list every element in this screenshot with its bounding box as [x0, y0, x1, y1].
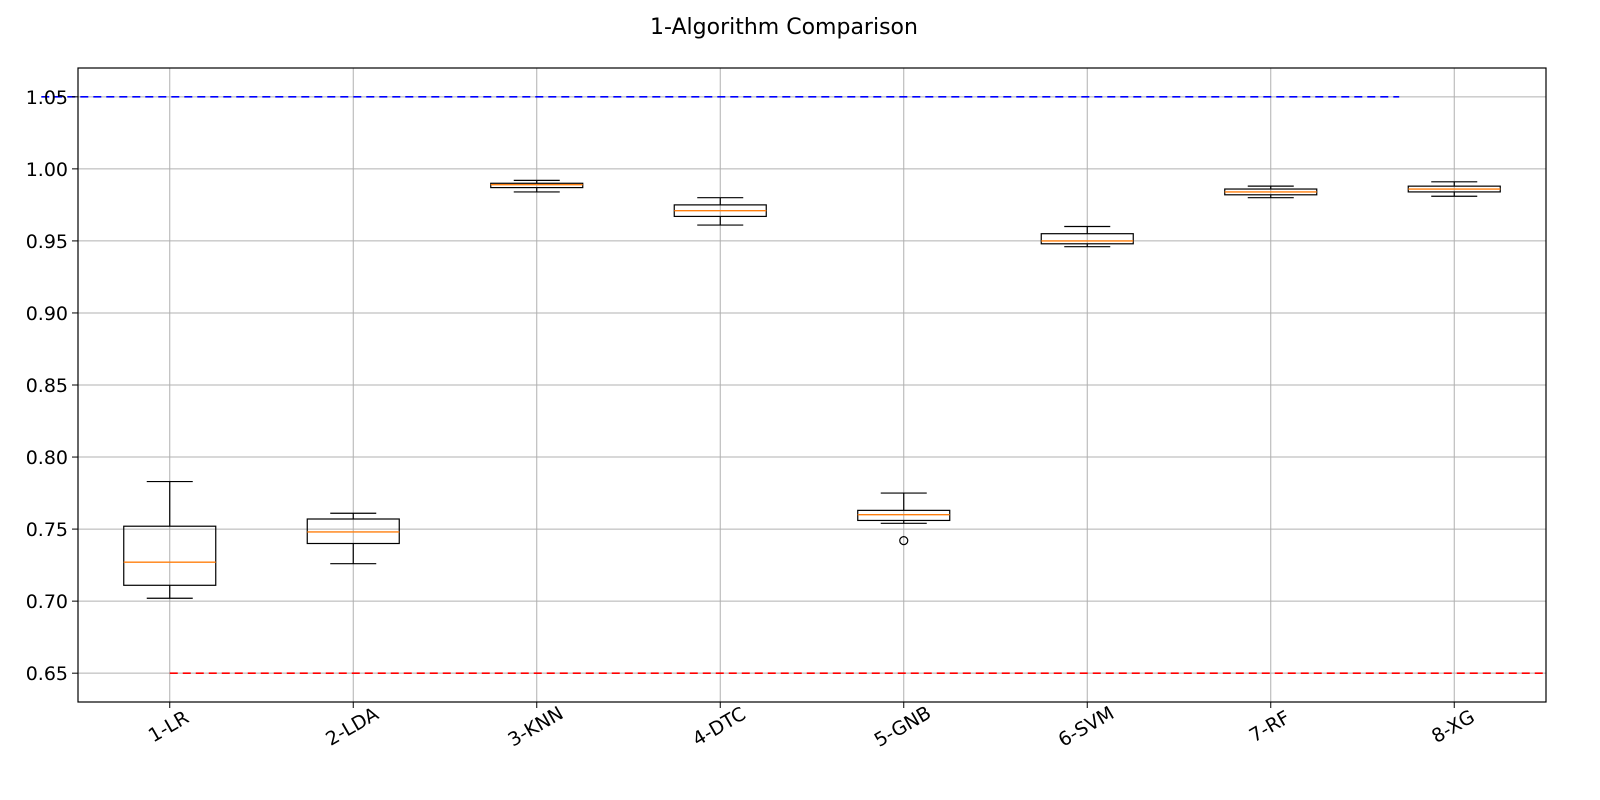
- box-7-rf: [1224, 185, 1318, 199]
- box-iqr: [857, 509, 951, 522]
- outlier-point: [899, 536, 909, 546]
- x-tick-label: 4-DTC: [689, 703, 750, 751]
- x-tick-label: 6-SVM: [1055, 702, 1118, 751]
- box-iqr: [490, 182, 584, 189]
- x-tick-label: 3-KNN: [504, 702, 567, 751]
- x-tick-label: 5-GNB: [871, 702, 935, 752]
- y-tick-label: 1.05: [26, 87, 68, 109]
- y-tick-label: 0.80: [26, 447, 68, 469]
- y-tick-label: 1.00: [26, 159, 68, 181]
- box-iqr: [1040, 233, 1134, 245]
- x-tick-label: 8-XG: [1428, 706, 1479, 748]
- y-tick-label: 0.70: [26, 591, 68, 613]
- y-tick-label: 0.95: [26, 231, 68, 253]
- y-tick-label: 0.85: [26, 375, 68, 397]
- box-5-gnb: [857, 492, 951, 546]
- box-iqr: [306, 518, 400, 545]
- y-tick-label: 0.90: [26, 303, 68, 325]
- box-4-dtc: [673, 197, 767, 226]
- reference-lines: [41, 96, 1546, 674]
- box-3-knn: [490, 179, 584, 193]
- box-iqr: [123, 525, 217, 586]
- x-tick-label: 1-LR: [145, 707, 193, 747]
- grid-layer: [78, 68, 1546, 702]
- x-axis-ticks: 1-LR 2-LDA 3-KNN 4-DTC 5-GNB 6-SVM 7-RF 8-XG: [145, 702, 1479, 752]
- x-tick-label: 7-RF: [1246, 707, 1294, 748]
- chart-title: 1-Algorithm Comparison: [650, 15, 918, 40]
- y-tick-label: 0.75: [26, 519, 68, 541]
- box-2-lda: [306, 512, 400, 565]
- y-tick-label: 0.65: [26, 663, 68, 685]
- box-8-xg: [1407, 181, 1501, 197]
- boxes-layer: [123, 179, 1501, 599]
- box-1-lr: [123, 480, 217, 599]
- y-axis-ticks: 0.65 0.70 0.75 0.80 0.85 0.90 0.95 1.00 1.05: [26, 87, 78, 685]
- box-6-svm: [1040, 225, 1134, 248]
- x-tick-label: 2-LDA: [322, 703, 382, 750]
